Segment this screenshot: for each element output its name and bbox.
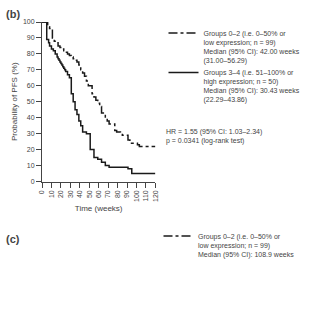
svg-text:0: 0: [31, 178, 35, 185]
svg-text:120: 120: [152, 190, 159, 202]
svg-text:20: 20: [57, 190, 64, 198]
svg-text:80: 80: [114, 190, 121, 198]
svg-text:70: 70: [104, 190, 111, 198]
svg-text:40: 40: [27, 114, 35, 121]
svg-text:90: 90: [123, 190, 130, 198]
svg-text:(b): (b): [6, 8, 20, 20]
svg-text:HR = 1.55 (95% CI: 1.03–2.34)p: HR = 1.55 (95% CI: 1.03–2.34)p = 0.0341 …: [166, 128, 262, 145]
svg-text:Time (weeks): Time (weeks): [75, 204, 123, 213]
svg-text:30: 30: [27, 130, 35, 137]
svg-text:80: 80: [27, 50, 35, 57]
svg-text:30: 30: [67, 190, 74, 198]
svg-text:50: 50: [27, 98, 35, 105]
svg-text:60: 60: [95, 190, 102, 198]
svg-text:Groups 0–2 (i.e. 0–50% orlow e: Groups 0–2 (i.e. 0–50% orlow expression;…: [204, 30, 300, 65]
svg-text:10: 10: [27, 162, 35, 169]
svg-text:60: 60: [27, 82, 35, 89]
svg-text:50: 50: [86, 190, 93, 198]
svg-text:10: 10: [48, 190, 55, 198]
svg-text:(c): (c): [6, 233, 20, 245]
svg-text:90: 90: [27, 34, 35, 41]
svg-text:40: 40: [76, 190, 83, 198]
svg-text:100: 100: [133, 190, 140, 202]
svg-text:70: 70: [27, 66, 35, 73]
svg-text:100: 100: [23, 18, 35, 25]
svg-text:20: 20: [27, 146, 35, 153]
svg-text:Groups 0–2 (i.e. 0–50% orlow e: Groups 0–2 (i.e. 0–50% orlow expression;…: [198, 233, 294, 259]
svg-text:0: 0: [38, 190, 45, 194]
svg-text:Groups 3–4 (i.e. 51–100% orhig: Groups 3–4 (i.e. 51–100% orhigh expressi…: [204, 69, 300, 104]
svg-text:110: 110: [142, 190, 149, 201]
svg-text:Probability of PFS (%): Probability of PFS (%): [10, 62, 19, 141]
